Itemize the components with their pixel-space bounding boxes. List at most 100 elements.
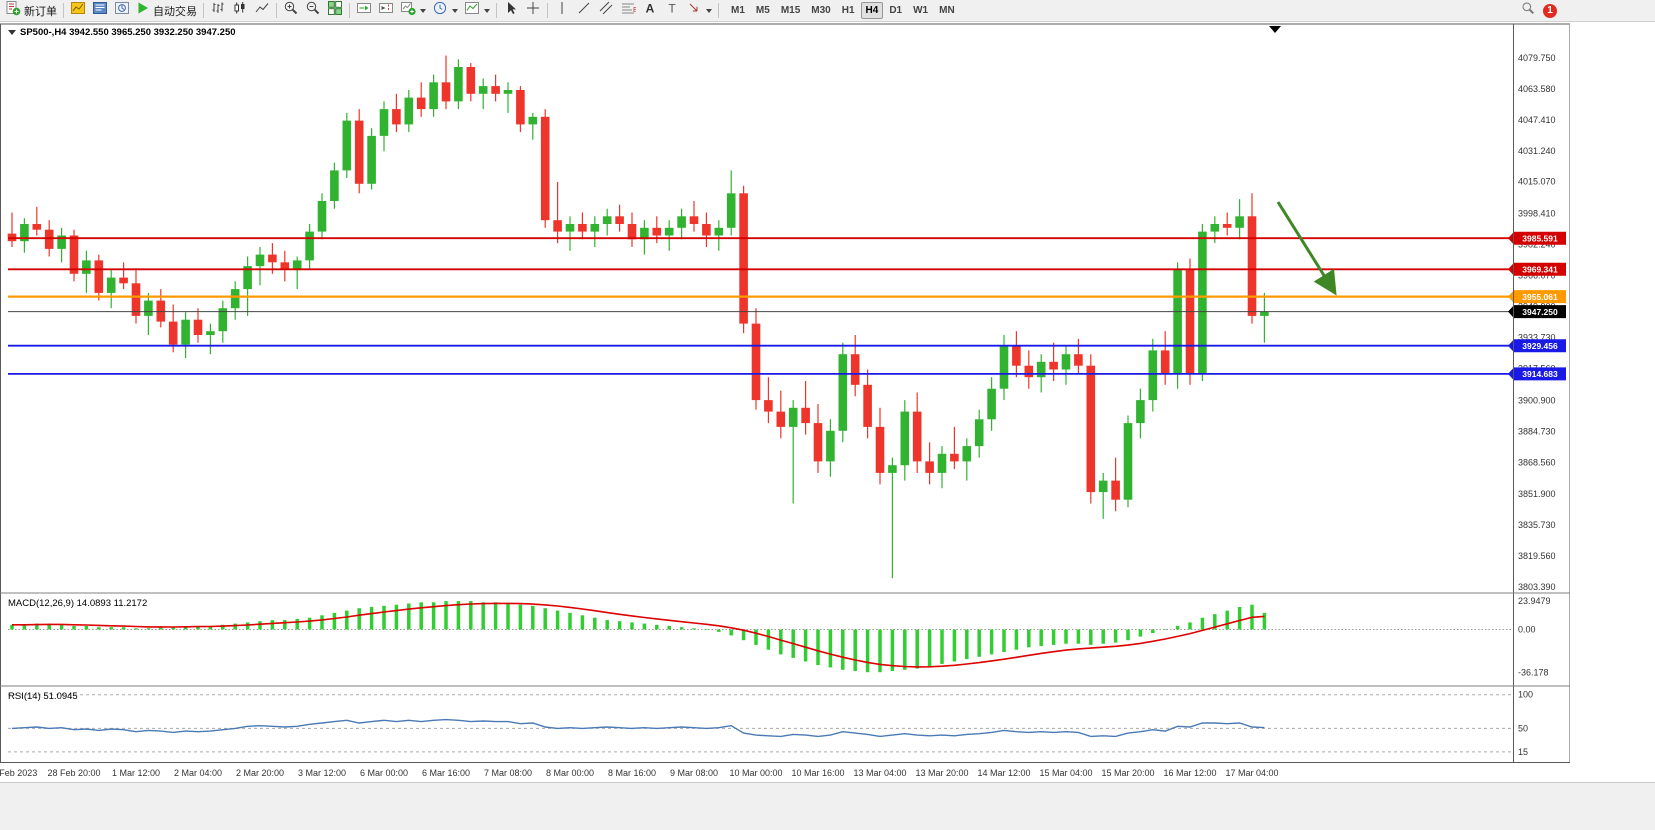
new-chart-button[interactable] (397, 1, 429, 20)
price-tag (1508, 290, 1566, 304)
tile-windows-button[interactable] (324, 1, 346, 20)
candle-body (602, 216, 612, 224)
svg-text:15: 15 (1518, 747, 1528, 757)
chart-canvas[interactable]: 4079.750 4063.580 4047.410 4031.240 4015.070… (0, 22, 1655, 825)
notification-badge[interactable]: 1 (1543, 3, 1557, 18)
time-axis-label: 1 Mar 12:00 (112, 768, 160, 778)
crosshair-icon (525, 0, 541, 21)
line-chart-button[interactable] (251, 1, 273, 20)
candle-body (106, 277, 116, 293)
timeframe-m30-button[interactable]: M30 (806, 2, 835, 19)
candle-body (317, 201, 327, 232)
bar-chart-button[interactable] (207, 1, 229, 20)
vertical-line-button[interactable] (551, 1, 573, 20)
time-axis-label: 6 Mar 16:00 (422, 768, 470, 778)
new-order-button[interactable]: 新订单 (2, 1, 60, 20)
zoom-out-button[interactable] (302, 1, 324, 20)
timeframe-mn-button[interactable]: MN (934, 2, 960, 19)
collapse-symbol-icon[interactable] (8, 30, 16, 35)
navigator-button[interactable] (111, 1, 133, 20)
svg-text:3884.730: 3884.730 (1518, 426, 1556, 436)
candle-body (243, 266, 252, 290)
candle-body (1160, 350, 1170, 374)
candle-body (478, 86, 488, 94)
trend-arrow-annotation[interactable] (1276, 201, 1337, 296)
candle-body (590, 224, 600, 232)
candle-body (664, 227, 674, 236)
period-dialog-button[interactable] (429, 1, 461, 20)
time-axis-label: 3 Mar 12:00 (298, 768, 346, 778)
timeframe-group: M1 M5 M15 M30 H1 H4 D1 W1 MN (726, 2, 960, 19)
svg-text:3900.900: 3900.900 (1518, 395, 1556, 405)
candle-body (1148, 350, 1158, 401)
bar-chart-icon (210, 0, 226, 21)
time-axis-label: 7 Mar 08:00 (484, 768, 532, 778)
time-axis-label: 2 Mar 04:00 (174, 768, 222, 778)
candle-body (1098, 480, 1108, 493)
chart-shift-marker[interactable] (1269, 26, 1281, 33)
timeframe-m15-button[interactable]: M15 (776, 2, 805, 19)
dropdown-caret-icon (452, 8, 458, 13)
time-axis-label: 13 Mar 20:00 (915, 768, 968, 778)
candle-body (888, 465, 897, 473)
timeframe-d1-button[interactable]: D1 (884, 2, 907, 19)
time-axis-label: 28 Feb 20:00 (47, 768, 100, 778)
time-axis-label: 15 Mar 20:00 (1101, 768, 1154, 778)
chart-window: 4079.750 4063.580 4047.410 4031.240 4015.070… (0, 22, 1655, 825)
candle-body (875, 426, 885, 473)
time-axis-label: 14 Mar 12:00 (977, 768, 1030, 778)
timeframe-h4-button[interactable]: H4 (860, 2, 884, 19)
time-axis-label: 13 Mar 04:00 (853, 768, 906, 778)
time-axis-label: 8 Mar 16:00 (608, 768, 656, 778)
candle-body (168, 321, 178, 345)
text-button[interactable]: A (639, 1, 661, 20)
arrows-button[interactable] (683, 1, 715, 20)
svg-text:4063.580: 4063.580 (1518, 84, 1556, 94)
svg-text:23.9479: 23.9479 (1518, 596, 1551, 606)
svg-text:3851.900: 3851.900 (1518, 489, 1556, 499)
channel-icon (598, 0, 614, 21)
candle-body (144, 300, 153, 316)
candle-body (937, 453, 947, 473)
zoom-out-icon (305, 0, 321, 21)
auto-scroll-button[interactable] (353, 1, 375, 20)
fibonacci-icon: E (620, 0, 638, 21)
autotrade-button[interactable]: 自动交易 (133, 1, 200, 20)
svg-text:3969.341: 3969.341 (1522, 265, 1558, 275)
search-icon[interactable] (1521, 1, 1535, 20)
toolbar-separator (547, 3, 548, 18)
chart-shift-button[interactable] (375, 1, 397, 20)
horizontal-lines[interactable] (8, 237, 1512, 375)
candle-body (255, 254, 265, 267)
timeframe-w1-button[interactable]: W1 (908, 2, 933, 19)
timeframe-h1-button[interactable]: H1 (837, 2, 860, 19)
cursor-button[interactable] (500, 1, 522, 20)
new-order-label: 新订单 (24, 5, 57, 18)
timeframe-m5-button[interactable]: M5 (751, 2, 775, 19)
candle-body (912, 411, 922, 462)
time-axis-label: 28 Feb 2023 (0, 768, 37, 778)
timeframe-m1-button[interactable]: M1 (726, 2, 750, 19)
candlestick-chart-button[interactable] (229, 1, 251, 20)
charts-window-button[interactable] (67, 1, 89, 20)
zoom-in-button[interactable] (280, 1, 302, 20)
trendline-button[interactable] (573, 1, 595, 20)
rsi-levels (8, 694, 1512, 753)
indicators-button[interactable] (461, 1, 493, 20)
candle-body (838, 354, 848, 431)
fibonacci-button[interactable]: E (617, 1, 639, 20)
toolbar-right-group: 1 (1521, 1, 1557, 20)
indicators-icon (464, 0, 480, 21)
label-button[interactable]: T (661, 1, 683, 20)
channel-button[interactable] (595, 1, 617, 20)
rsi-axis: 100 50 15 (1518, 690, 1533, 757)
time-axis-label: 10 Mar 16:00 (791, 768, 844, 778)
candle-body (503, 90, 513, 94)
market-watch-button[interactable] (89, 1, 111, 20)
candle-body (1012, 346, 1021, 366)
trendline-icon (576, 0, 592, 21)
candle-body (974, 419, 984, 447)
time-axis-label: 2 Mar 20:00 (236, 768, 284, 778)
candle-body (1247, 216, 1257, 316)
crosshair-button[interactable] (522, 1, 544, 20)
